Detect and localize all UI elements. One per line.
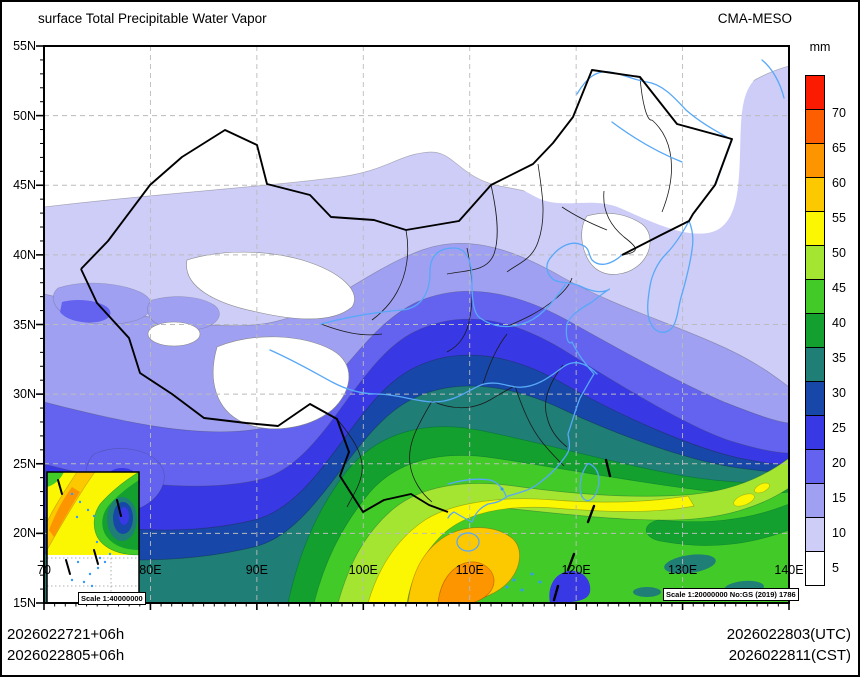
colorbar-swatch (805, 75, 825, 110)
page-title: surface Total Precipitable Water Vapor (38, 11, 267, 26)
indigo-blob-scs (549, 570, 591, 603)
white-region-northeast (464, 46, 789, 234)
y-tick-label: 20N (13, 526, 36, 541)
forecast-time-line1: 2026022721+06h (7, 626, 125, 643)
yellow-patch-ryukyu (733, 493, 755, 507)
colorbar: 5 10 15 20 25 30 35 40 45 50 55 60 65 70 (805, 75, 858, 586)
model-name: CMA-MESO (717, 11, 792, 26)
y-tick-label: 35N (13, 317, 36, 332)
graticule (44, 46, 789, 603)
valid-time-utc: 2026022803(UTC) (726, 626, 851, 643)
band-50-55 (367, 495, 695, 603)
colorbar-tick-label: 35 (832, 351, 846, 365)
x-tick-label: 130E (667, 563, 698, 577)
yellow-river (320, 247, 566, 328)
colorbar-tick-label: 5 (832, 561, 839, 575)
colorbar-tick-label: 70 (832, 106, 846, 120)
colorbar-swatch (805, 245, 825, 280)
colorbar-swatch (805, 517, 825, 552)
colorbar-tick-label: 25 (832, 421, 846, 435)
colorbar-tick-label: 65 (832, 141, 846, 155)
y-tick-label: 15N (13, 596, 36, 610)
teal-blob-se-1 (664, 554, 716, 574)
colorbar-tick-label: 40 (832, 316, 846, 330)
colorbar-swatch (805, 347, 825, 382)
y-tick-label: 45N (13, 178, 36, 193)
white-patch-tarim (186, 251, 355, 320)
colorbar-swatch (805, 483, 825, 518)
colorbar-swatch (805, 415, 825, 450)
colorbar-tick-label: 55 (832, 211, 846, 225)
y-tick-label: 50N (13, 108, 36, 123)
hainan-island (456, 532, 480, 552)
scale-label-inset: Scale 1:40000000 (78, 592, 146, 605)
map-border (43, 45, 790, 604)
forecast-times: 2026022721+06h 2026022805+06h (7, 624, 124, 666)
colorbar-tick-label: 60 (832, 176, 846, 190)
colorbar-tick-label: 10 (832, 526, 846, 540)
band-60-65 (437, 561, 495, 603)
colorbar-swatch (805, 177, 825, 212)
island-dots (500, 487, 542, 592)
colorbar-swatch (805, 279, 825, 314)
y-tick-label: 40N (13, 247, 36, 262)
x-tick-label: 110E (455, 563, 484, 577)
yangtze-river (269, 349, 598, 403)
y-tick-label: 55N (13, 39, 36, 53)
colorbar-tick-label: 20 (832, 456, 846, 470)
coastline-east (447, 242, 623, 523)
axis-ticks (36, 45, 790, 610)
y-tick-label: 25N (13, 456, 36, 471)
pwv-contour-field (44, 46, 789, 603)
forecast-time-line2: 2026022805+06h (7, 647, 125, 664)
inset-island-dots (70, 492, 112, 588)
inset-map-south-china-sea (46, 471, 140, 604)
x-tick-label: 90E (245, 563, 268, 577)
white-patch-qaidam (147, 321, 201, 347)
valid-time-cst: 2026022811(CST) (728, 647, 851, 664)
teal-blob-se-3 (633, 587, 661, 597)
dark-green-streak-east (645, 503, 789, 546)
china-national-border (80, 69, 733, 513)
colorbar-swatch (805, 109, 825, 144)
korea-coast (647, 220, 694, 333)
colorbar-swatch (805, 313, 825, 348)
colorbar-tick-label: 45 (832, 281, 846, 295)
colorbar-swatch (805, 211, 825, 246)
purple-patch-nw-2 (147, 296, 220, 331)
x-tick-label: 120E (561, 563, 591, 577)
x-tick-label: 100E (348, 563, 378, 577)
pearl-river (447, 478, 507, 497)
coast-ne-corner (761, 59, 785, 99)
taiwan-island (579, 462, 600, 502)
scale-label-main: Scale 1:20000000 No:GS (2019) 1786 (663, 588, 799, 601)
inset-dash-segments (57, 479, 122, 575)
colorbar-tick-label: 50 (832, 246, 846, 260)
x-tick-label: 70 (37, 563, 51, 577)
colorbar-swatch (805, 381, 825, 416)
x-tick-label: 80E (139, 563, 162, 577)
valid-times: 2026022803(UTC) 2026022811(CST) (727, 624, 851, 666)
colorbar-swatch (805, 143, 825, 178)
colorbar-swatch (805, 551, 825, 586)
violet-patch-nw (60, 299, 111, 323)
x-tick-label: 140E (774, 563, 804, 577)
y-tick-label: 30N (13, 387, 36, 402)
yellow-patch-ryukyu-2 (754, 482, 770, 494)
colorbar-swatch (805, 449, 825, 484)
colorbar-tick-label: 30 (832, 386, 846, 400)
colorbar-unit: mm (809, 40, 831, 54)
nine-dash-segments (552, 458, 612, 602)
songhua-river (611, 121, 683, 163)
colorbar-tick-label: 15 (832, 491, 846, 505)
